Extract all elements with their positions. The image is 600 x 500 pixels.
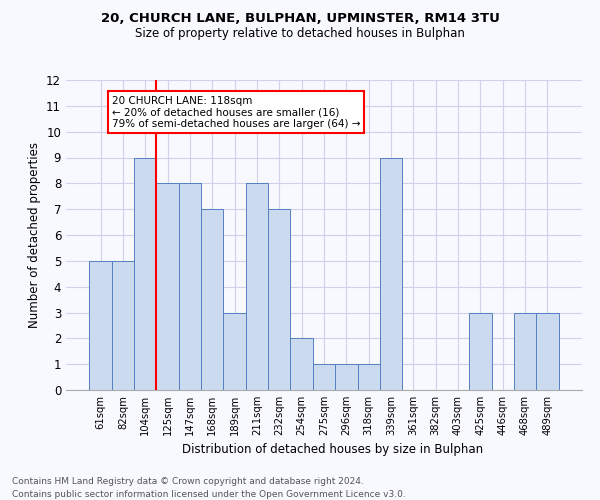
Text: Size of property relative to detached houses in Bulphan: Size of property relative to detached ho… [135,28,465,40]
Bar [358,364,380,390]
Text: Contains HM Land Registry data © Crown copyright and database right 2024.: Contains HM Land Registry data © Crown c… [12,478,364,486]
Bar [134,158,157,390]
Bar [380,158,402,390]
Bar [469,312,491,390]
Text: Contains public sector information licensed under the Open Government Licence v3: Contains public sector information licen… [12,490,406,499]
Text: 20 CHURCH LANE: 118sqm
← 20% of detached houses are smaller (16)
79% of semi-det: 20 CHURCH LANE: 118sqm ← 20% of detached… [112,96,360,128]
Bar [112,261,134,390]
Bar [89,261,112,390]
Y-axis label: Number of detached properties: Number of detached properties [28,142,41,328]
Bar [313,364,335,390]
Bar [157,184,179,390]
Bar [223,312,246,390]
Bar [536,312,559,390]
Bar [290,338,313,390]
Bar [201,209,223,390]
Bar [268,209,290,390]
Bar [514,312,536,390]
Text: 20, CHURCH LANE, BULPHAN, UPMINSTER, RM14 3TU: 20, CHURCH LANE, BULPHAN, UPMINSTER, RM1… [101,12,499,26]
Bar [179,184,201,390]
Bar [335,364,358,390]
Text: Distribution of detached houses by size in Bulphan: Distribution of detached houses by size … [182,442,484,456]
Bar [246,184,268,390]
